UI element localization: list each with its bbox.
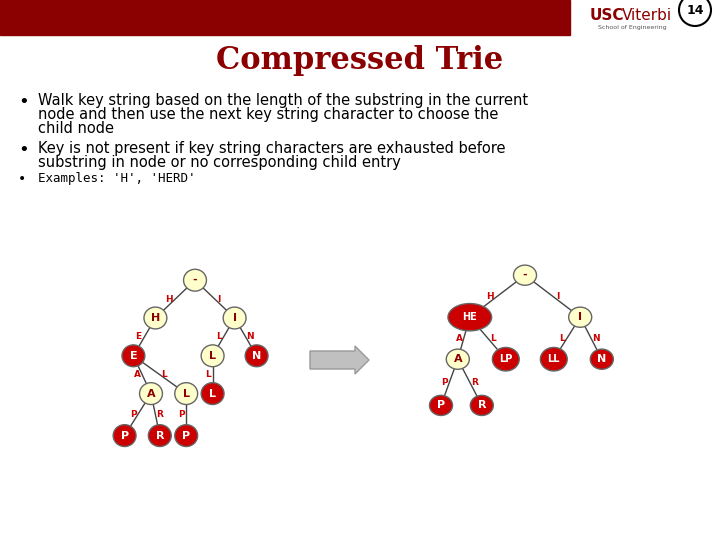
Text: 14: 14 — [686, 3, 703, 17]
FancyArrow shape — [310, 346, 369, 374]
Ellipse shape — [492, 347, 519, 371]
Text: Viterbi: Viterbi — [622, 8, 672, 23]
Text: L: L — [216, 333, 222, 341]
Text: P: P — [120, 430, 129, 441]
Text: •: • — [18, 172, 26, 186]
Ellipse shape — [590, 349, 613, 369]
Ellipse shape — [223, 307, 246, 329]
Text: P: P — [179, 410, 185, 419]
Text: School of Engineering: School of Engineering — [598, 25, 667, 30]
Text: I: I — [233, 313, 237, 323]
Text: node and then use the next key string character to choose the: node and then use the next key string ch… — [38, 107, 498, 122]
Ellipse shape — [201, 345, 224, 367]
Ellipse shape — [540, 347, 567, 371]
Text: A: A — [456, 334, 462, 343]
Text: N: N — [252, 351, 261, 361]
Ellipse shape — [569, 307, 592, 327]
Text: I: I — [556, 292, 559, 301]
Ellipse shape — [113, 424, 136, 447]
Text: H: H — [165, 295, 172, 303]
Text: N: N — [246, 333, 254, 341]
Ellipse shape — [144, 307, 167, 329]
Text: I: I — [578, 312, 582, 322]
Text: P: P — [437, 400, 445, 410]
Text: A: A — [135, 370, 141, 379]
Text: E: E — [130, 351, 138, 361]
Text: -: - — [193, 275, 197, 285]
Text: HE: HE — [462, 312, 477, 322]
Text: H: H — [487, 292, 494, 301]
Text: P: P — [130, 410, 137, 419]
Ellipse shape — [513, 265, 536, 285]
Text: R: R — [156, 410, 163, 419]
Ellipse shape — [122, 345, 145, 367]
Text: R: R — [471, 378, 478, 387]
Text: L: L — [161, 370, 167, 379]
Ellipse shape — [184, 269, 207, 291]
Text: Walk key string based on the length of the substring in the current: Walk key string based on the length of t… — [38, 93, 528, 108]
Ellipse shape — [148, 424, 171, 447]
Text: Key is not present if key string characters are exhausted before: Key is not present if key string charact… — [38, 141, 505, 156]
Text: H: H — [150, 313, 160, 323]
Text: P: P — [182, 430, 190, 441]
Text: L: L — [183, 389, 189, 399]
Text: L: L — [205, 370, 211, 379]
Ellipse shape — [245, 345, 268, 367]
Ellipse shape — [140, 383, 163, 404]
Ellipse shape — [201, 383, 224, 404]
Text: R: R — [156, 430, 164, 441]
Ellipse shape — [429, 395, 452, 415]
Text: Compressed Trie: Compressed Trie — [217, 44, 503, 76]
Ellipse shape — [448, 303, 492, 331]
Text: A: A — [454, 354, 462, 364]
Text: -: - — [523, 270, 527, 280]
Text: L: L — [209, 351, 216, 361]
Ellipse shape — [470, 395, 493, 415]
Text: L: L — [559, 334, 565, 343]
Ellipse shape — [175, 383, 197, 404]
Text: A: A — [147, 389, 156, 399]
Text: N: N — [597, 354, 606, 364]
Text: •: • — [18, 141, 29, 159]
Text: P: P — [441, 378, 448, 387]
Text: Examples: 'H', 'HERD': Examples: 'H', 'HERD' — [38, 172, 196, 185]
Text: •: • — [18, 93, 29, 111]
Text: L: L — [490, 334, 495, 343]
Text: E: E — [135, 333, 141, 341]
Text: R: R — [477, 400, 486, 410]
Ellipse shape — [175, 424, 197, 447]
Text: substring in node or no corresponding child entry: substring in node or no corresponding ch… — [38, 155, 401, 170]
Bar — [0, 0, 570, 35]
Text: child node: child node — [38, 121, 114, 136]
Text: N: N — [592, 334, 600, 343]
Circle shape — [679, 0, 711, 26]
Text: USC: USC — [590, 8, 624, 23]
Ellipse shape — [446, 349, 469, 369]
Text: LL: LL — [547, 354, 560, 364]
Text: I: I — [217, 295, 221, 303]
Text: LP: LP — [499, 354, 513, 364]
Text: L: L — [209, 389, 216, 399]
